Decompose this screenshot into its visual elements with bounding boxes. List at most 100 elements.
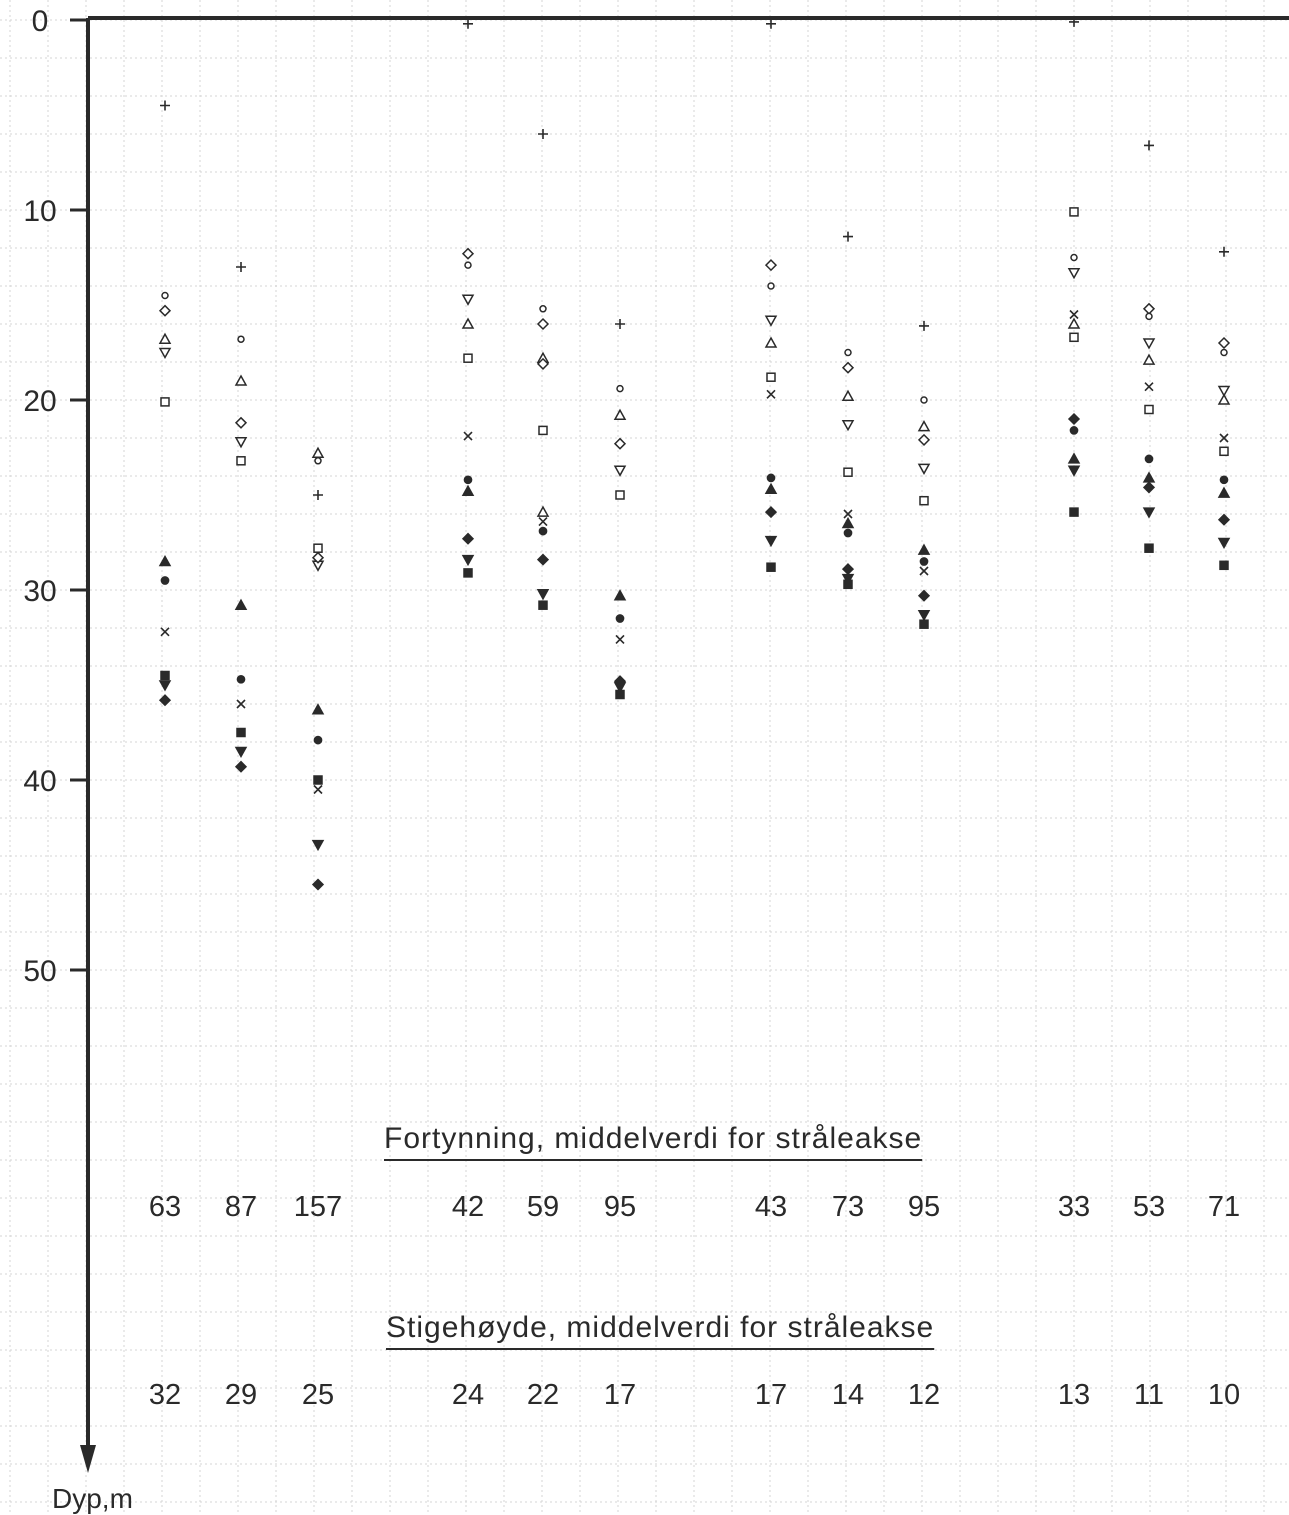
filled-circle-marker xyxy=(160,576,170,585)
plus-marker xyxy=(160,100,170,111)
filled-triangle-down-marker xyxy=(1217,537,1231,550)
row-value: 24 xyxy=(452,1379,484,1411)
row-value: 33 xyxy=(1058,1191,1090,1223)
filled-square-marker xyxy=(313,775,323,785)
row-value: 87 xyxy=(225,1191,257,1223)
x-marker xyxy=(463,431,473,441)
diamond-marker xyxy=(158,304,172,317)
diamond-marker xyxy=(536,317,550,331)
filled-triangle-up-marker xyxy=(1067,452,1081,464)
filled-diamond-marker xyxy=(461,532,475,545)
circle-marker xyxy=(920,396,928,404)
triangle-up-marker xyxy=(461,317,475,329)
square-marker xyxy=(463,353,473,363)
plus-marker xyxy=(463,18,473,29)
filled-diamond-marker xyxy=(536,553,550,566)
x-marker xyxy=(919,566,929,576)
square-marker xyxy=(919,495,929,506)
square-marker xyxy=(538,425,548,436)
square-marker xyxy=(313,543,323,553)
square-marker xyxy=(160,397,170,407)
triangle-up-marker xyxy=(1067,317,1081,329)
filled-triangle-down-marker xyxy=(311,839,325,852)
filled-diamond-marker xyxy=(1217,513,1231,526)
filled-triangle-down-marker xyxy=(613,682,627,694)
square-marker xyxy=(1069,332,1079,343)
plus-marker xyxy=(1144,140,1154,151)
x-marker xyxy=(313,784,323,795)
filled-diamond-marker xyxy=(1142,481,1156,494)
filled-diamond-marker xyxy=(841,563,855,576)
row-value: 59 xyxy=(527,1191,559,1223)
filled-triangle-up-marker xyxy=(461,484,475,496)
row-value: 32 xyxy=(149,1379,181,1411)
triangle-down-marker xyxy=(234,437,248,449)
filled-circle-marker xyxy=(919,557,929,566)
circle-marker xyxy=(844,348,852,357)
circle-marker xyxy=(616,384,624,393)
circle-marker xyxy=(1070,253,1078,262)
filled-triangle-up-marker xyxy=(841,516,855,529)
circle-marker xyxy=(161,291,169,300)
filled-circle-marker xyxy=(615,614,625,623)
filled-triangle-up-marker xyxy=(234,598,248,610)
row-value: 43 xyxy=(755,1191,787,1223)
row-value: 95 xyxy=(604,1191,636,1223)
triangle-down-marker xyxy=(1142,338,1156,350)
triangle-up-marker xyxy=(536,505,550,517)
x-marker xyxy=(160,627,170,637)
filled-circle-marker xyxy=(1144,454,1154,464)
triangle-up-marker xyxy=(917,420,931,432)
x-marker xyxy=(538,517,548,527)
triangle-up-marker xyxy=(1217,393,1231,405)
filled-circle-marker xyxy=(766,473,776,483)
filled-triangle-down-marker xyxy=(158,680,172,692)
filled-circle-marker xyxy=(463,475,473,485)
circle-marker xyxy=(539,305,547,313)
filled-square-marker xyxy=(843,579,853,590)
circle-marker xyxy=(464,261,472,269)
diamond-marker xyxy=(1142,302,1156,315)
diamond-marker xyxy=(917,433,931,446)
row-value: 95 xyxy=(908,1191,940,1223)
row-value: 63 xyxy=(149,1191,181,1223)
filled-circle-marker xyxy=(236,674,246,684)
filled-square-marker xyxy=(1219,560,1229,571)
square-marker xyxy=(236,456,246,466)
y-ticks: 0 10 20 30 40 50 xyxy=(23,5,88,988)
filled-square-marker xyxy=(1144,543,1154,553)
diamond-marker xyxy=(234,416,248,429)
plus-marker xyxy=(313,490,323,500)
triangle-up-marker xyxy=(1142,353,1156,365)
filled-circle-marker xyxy=(538,526,548,536)
filled-square-marker xyxy=(538,600,548,610)
filled-square-marker xyxy=(766,562,776,572)
filled-diamond-marker xyxy=(764,506,778,519)
plus-marker xyxy=(615,319,625,329)
row-value: 22 xyxy=(527,1379,559,1411)
filled-circle-marker xyxy=(1219,475,1229,485)
circle-marker xyxy=(237,335,245,343)
plus-marker xyxy=(919,320,929,331)
triangle-down-marker xyxy=(613,465,627,477)
triangle-down-marker xyxy=(158,347,172,360)
filled-diamond-marker xyxy=(158,694,172,707)
plus-marker xyxy=(766,18,776,29)
triangle-down-marker xyxy=(917,463,931,475)
row-value: 17 xyxy=(755,1379,787,1411)
row-value: 53 xyxy=(1133,1191,1165,1223)
x-marker xyxy=(1219,433,1229,443)
square-marker xyxy=(1219,446,1229,457)
y-axis-arrowhead xyxy=(80,1445,96,1473)
x-marker xyxy=(1144,382,1154,392)
x-marker xyxy=(843,509,853,519)
filled-circle-marker xyxy=(843,528,853,538)
triangle-up-marker xyxy=(764,336,778,348)
row-title: Fortynning, middelverdi for stråleakse xyxy=(384,1122,922,1155)
filled-square-marker xyxy=(919,619,929,629)
square-marker xyxy=(1069,207,1079,217)
square-marker xyxy=(1144,404,1154,415)
triangle-up-marker xyxy=(234,374,248,386)
triangle-up-marker xyxy=(841,389,855,401)
